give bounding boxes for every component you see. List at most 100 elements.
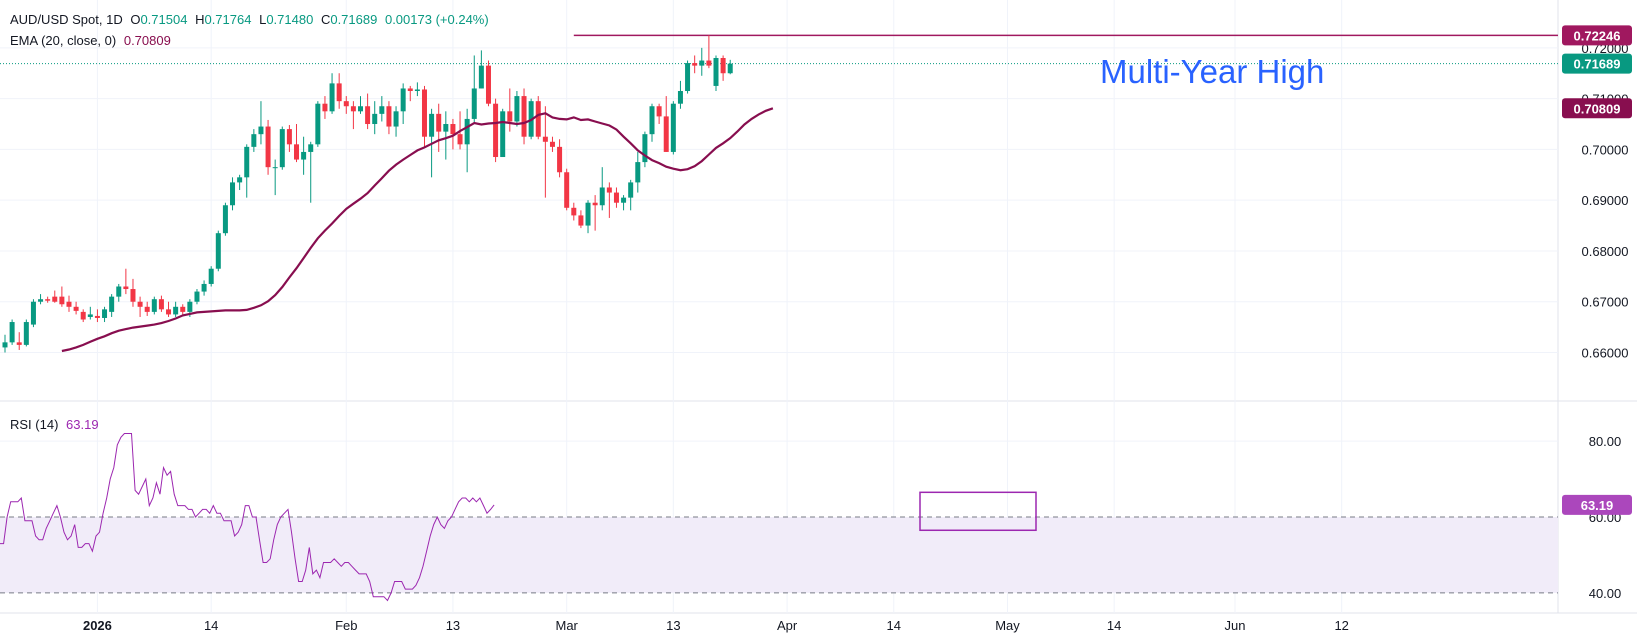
candle-body [194,291,200,302]
candle-body [421,89,427,137]
candle-body [222,205,228,234]
candle [500,108,506,158]
candle-body [30,301,36,325]
candle [23,319,29,347]
candle-body [258,126,264,135]
candle [30,299,36,328]
candle [230,177,236,211]
candle [358,96,363,114]
candle [414,82,420,97]
low-value: 0.71480 [266,12,314,27]
ohlc-legend: AUD/USD Spot, 1D O0.71504 H0.71764 L0.71… [10,12,493,27]
candle [450,118,456,150]
candle-body [343,101,349,107]
candle-body [599,187,605,206]
candle [294,124,300,163]
candle [692,55,698,74]
candle [663,96,669,152]
candle [52,290,58,303]
ema-value: 0.70809 [123,33,171,48]
candle [116,283,122,302]
candle-body [677,91,683,104]
open-value: 0.71504 [140,12,188,27]
candle-body [606,187,612,193]
candle [315,101,321,147]
candle [45,296,51,303]
candle-body [358,106,363,112]
candle [137,296,143,317]
candle-body [507,111,513,122]
candle [635,151,641,193]
candle-body [386,106,392,127]
candle [258,101,264,145]
candle-body [286,129,292,145]
candle [336,73,342,109]
x-tick-label: Apr [777,618,798,633]
candle-body [436,113,442,132]
candle [485,60,491,107]
candle [308,141,314,203]
candle [464,108,470,173]
candle [130,278,136,307]
last-price-badge-bg [1562,53,1632,74]
candle-body [649,106,655,135]
candle-body [727,63,733,74]
candle [180,304,186,316]
candle-body [685,63,691,92]
candle-body [237,177,243,183]
last-price-badge-text: 0.71689 [1574,57,1621,72]
candle-body [557,146,563,173]
candle [59,286,65,307]
candle [677,80,683,109]
candle [144,301,150,316]
candle [685,60,691,94]
x-tick-label: 14 [1107,618,1121,633]
candle [649,103,655,142]
high-label: H [195,12,205,27]
candle-body [692,63,698,66]
x-tick-label: May [995,618,1020,633]
candle-body [414,89,420,92]
candle [478,50,484,89]
candle-body [471,88,477,119]
candle-body [535,101,541,137]
candle-body [464,118,470,145]
candle [493,98,499,163]
open-label: O [130,12,141,27]
candle [322,96,328,119]
candle-body [372,113,378,125]
candle [329,73,335,114]
rsi-legend: RSI (14) 63.19 [10,417,103,432]
price-tick-label: 0.70000 [1582,142,1629,157]
price-tick-label: 0.67000 [1582,295,1629,310]
candle-body [116,286,122,297]
candle [9,319,15,345]
candle [123,268,129,295]
candle [535,96,541,140]
candle-body [308,144,314,152]
candle-body [201,283,207,292]
candle [393,106,399,137]
candle [109,294,115,317]
candle-body [613,192,619,203]
candle-body [706,60,712,66]
candle-body [66,301,72,307]
candle-body [144,306,150,312]
candle-body [457,134,463,145]
x-tick-label: Feb [335,618,357,633]
ema-price-badge-bg [1562,98,1632,119]
candle [2,334,8,353]
candle-body [635,162,641,183]
candle-body [521,96,527,137]
candle-body [628,182,634,198]
multi-year-high-annotation: Multi-Year High [1100,53,1324,90]
x-tick-label: Mar [555,618,578,633]
candle [151,296,157,315]
rsi-value: 63.19 [66,417,99,432]
candle [407,85,413,102]
candle [38,294,44,305]
candle-body [301,151,307,160]
candle-body [187,301,193,312]
candle [613,187,619,208]
